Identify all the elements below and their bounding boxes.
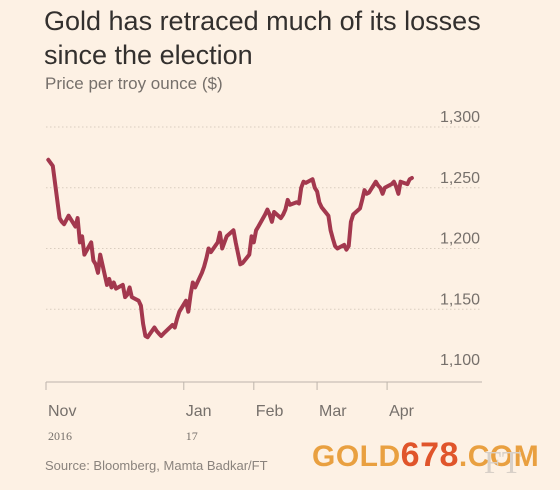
x-tick-sublabel: 2016 (48, 429, 72, 443)
x-tick-label: Apr (389, 403, 415, 420)
chart-subtitle: Price per troy ounce ($) (45, 74, 223, 93)
y-tick-label: 1,200 (440, 231, 480, 248)
watermark-part-domain: .COM (458, 440, 540, 473)
x-tick-sublabel: 17 (186, 429, 198, 443)
series-line-gold-price (46, 157, 414, 340)
source-note: Source: Bloomberg, Mamta Badkar/FT (45, 458, 268, 473)
watermark-logo: GOLD678.COM (312, 436, 539, 475)
x-tick-label: Nov (48, 403, 76, 420)
watermark-part-gold: GOLD (312, 440, 401, 473)
y-tick-label: 1,100 (440, 352, 480, 369)
y-tick-label: 1,250 (440, 170, 480, 187)
gridlines (46, 126, 482, 310)
x-axis (45, 381, 482, 390)
x-tick-label: Jan (186, 403, 212, 420)
ft-logo: FT (484, 444, 522, 480)
chart-title: Gold has retraced much of its losses sin… (44, 6, 481, 70)
x-tick-label: Mar (319, 403, 347, 420)
watermark-part-number: 678 (400, 436, 459, 474)
series-layer (46, 157, 414, 340)
y-tick-label: 1,150 (440, 291, 480, 308)
y-axis: 1,100 1,150 1,200 1,250 1,300 (440, 109, 480, 369)
y-tick-label: 1,300 (440, 109, 480, 126)
x-tick-label: Feb (256, 403, 284, 420)
x-tick-labels: Nov 2016 Jan 17 Feb Mar Apr (48, 403, 415, 443)
